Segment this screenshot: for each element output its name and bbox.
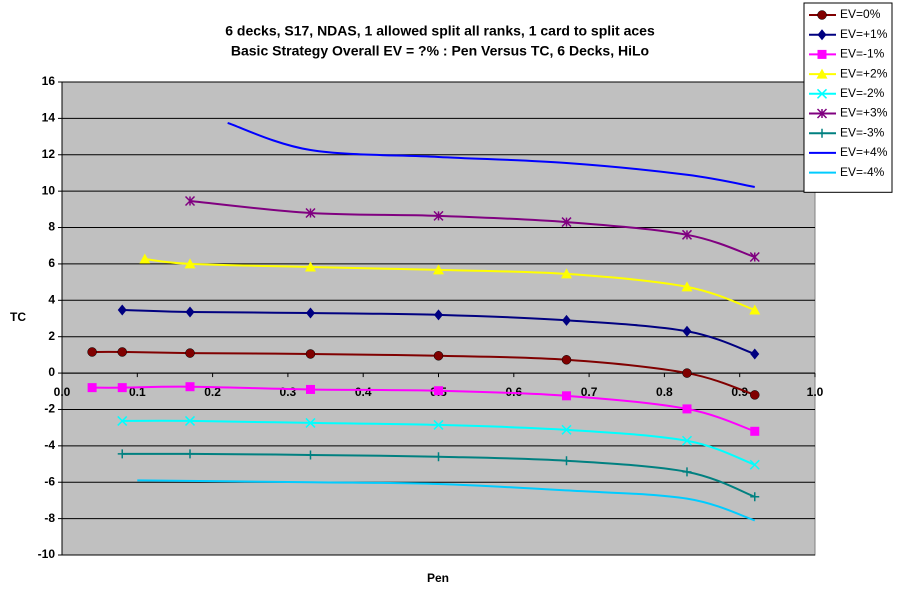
marker	[816, 68, 828, 79]
y-axis-label: TC	[10, 310, 26, 324]
marker	[304, 261, 316, 272]
x-tick-label: 1.0	[807, 385, 824, 399]
series-line	[137, 479, 756, 522]
marker	[682, 368, 692, 378]
marker	[561, 424, 572, 435]
marker	[433, 210, 444, 221]
legend-label: EV=-1%	[840, 47, 885, 61]
marker	[117, 347, 127, 357]
marker	[184, 195, 196, 207]
marker	[750, 492, 760, 502]
y-tick-label: -6	[44, 474, 55, 488]
marker	[561, 355, 572, 365]
marker	[749, 251, 760, 263]
marker	[139, 253, 151, 264]
series-line	[92, 350, 756, 396]
legend-label: EV=+1%	[840, 27, 888, 41]
marker	[816, 88, 828, 99]
marker	[117, 415, 128, 426]
marker	[681, 229, 693, 240]
y-tick-label: -8	[44, 511, 55, 525]
marker	[433, 264, 444, 275]
legend-label: EV=-4%	[840, 165, 885, 179]
marker	[681, 435, 693, 446]
marker	[185, 306, 195, 318]
marker	[305, 417, 316, 428]
marker	[434, 309, 443, 321]
x-tick-label: 0.8	[656, 385, 673, 399]
marker	[749, 304, 761, 315]
y-tick-label: 12	[42, 147, 56, 161]
marker	[817, 49, 827, 59]
marker	[117, 304, 127, 316]
marker	[681, 281, 693, 292]
marker	[184, 415, 196, 426]
x-tick-label: 0.2	[204, 385, 221, 399]
marker	[750, 390, 760, 400]
y-tick-label: 6	[48, 256, 55, 270]
legend-label: EV=+2%	[840, 66, 888, 80]
marker	[305, 307, 315, 319]
marker	[682, 325, 692, 337]
y-tick-label: -10	[38, 547, 56, 561]
x-tick-label: 0.1	[129, 385, 146, 399]
legend-label: EV=+4%	[840, 145, 888, 159]
chart-title: 6 decks, S17, NDAS, 1 allowed split all …	[225, 23, 655, 39]
marker	[817, 10, 827, 20]
marker	[87, 347, 97, 357]
marker	[750, 426, 760, 436]
x-tick-label: 0.9	[731, 385, 748, 399]
y-tick-label: 0	[48, 365, 55, 379]
marker	[185, 348, 195, 358]
marker	[561, 268, 573, 279]
marker	[184, 258, 196, 269]
marker	[433, 419, 444, 430]
series-line	[227, 121, 755, 188]
legend-label: EV=0%	[840, 7, 881, 21]
marker	[185, 449, 195, 459]
y-tick-label: 2	[48, 329, 55, 343]
legend-label: EV=+3%	[840, 106, 888, 120]
marker	[562, 391, 572, 401]
marker	[434, 452, 443, 462]
legend-label: EV=-2%	[840, 86, 885, 100]
marker	[305, 349, 316, 359]
marker	[816, 108, 828, 119]
x-tick-label: 0.3	[280, 385, 297, 399]
marker	[817, 29, 827, 41]
y-tick-label: 8	[48, 220, 55, 234]
y-tick-label: 14	[42, 111, 56, 125]
y-tick-label: -4	[44, 438, 55, 452]
y-tick-label: 10	[42, 183, 56, 197]
marker	[749, 459, 760, 470]
marker	[750, 348, 760, 360]
x-tick-label: 0.0	[54, 385, 71, 399]
x-tick-label: 0.7	[581, 385, 598, 399]
marker	[682, 404, 692, 414]
marker	[562, 314, 572, 326]
y-tick-label: 4	[48, 292, 55, 306]
marker	[562, 456, 572, 466]
y-tick-label: -2	[44, 402, 55, 416]
marker	[185, 382, 195, 392]
x-axis-label: Pen	[427, 571, 449, 585]
y-tick-label: 16	[42, 74, 56, 88]
series-line	[92, 385, 756, 433]
x-tick-label: 0.4	[355, 385, 372, 399]
legend-label: EV=-3%	[840, 125, 885, 139]
marker	[433, 351, 444, 361]
marker	[561, 217, 572, 228]
marker	[117, 449, 127, 459]
marker	[117, 383, 127, 393]
marker	[434, 386, 443, 396]
marker	[682, 467, 692, 477]
marker	[305, 450, 315, 460]
marker	[817, 128, 827, 138]
chart-subtitle: Basic Strategy Overall EV = ?% : Pen Ver…	[231, 43, 649, 59]
marker	[305, 384, 315, 394]
marker	[87, 383, 97, 393]
marker	[305, 207, 316, 219]
